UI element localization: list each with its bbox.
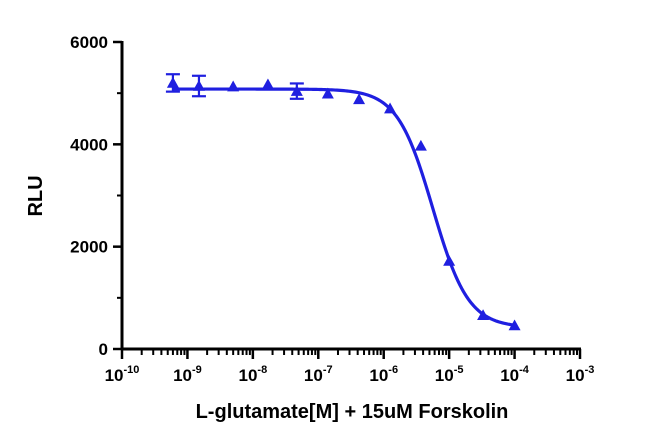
data-point	[290, 85, 303, 96]
x-tick-label: 10-10	[105, 364, 140, 385]
x-axis-label: L-glutamate[M] + 15uM Forskolin	[196, 401, 509, 423]
data-point	[353, 93, 366, 105]
data-point	[227, 80, 240, 92]
data-points-layer	[165, 73, 521, 331]
data-point	[261, 78, 274, 90]
x-tick-label: 10-7	[304, 364, 333, 385]
y-tick-label: 2000	[70, 238, 108, 257]
y-tick-label: 6000	[70, 33, 108, 52]
y-axis-label: RLU	[25, 175, 47, 216]
x-tick-label: 10-4	[500, 364, 530, 385]
y-tick-label: 4000	[70, 135, 108, 154]
x-tick-label: 10-6	[369, 364, 398, 385]
data-point	[192, 80, 205, 91]
fit-curve	[172, 87, 515, 327]
data-point	[414, 139, 427, 151]
data-point	[384, 102, 397, 114]
x-tick-label: 10-8	[239, 364, 268, 385]
data-point	[321, 87, 334, 99]
data-point	[477, 309, 490, 321]
y-tick-label: 0	[99, 340, 108, 359]
data-point	[443, 254, 456, 266]
fit-curve-layer	[172, 87, 515, 327]
x-tick-label: 10-9	[173, 364, 202, 385]
x-tick-label: 10-5	[435, 364, 464, 385]
data-point	[508, 319, 521, 331]
x-tick-label: 10-3	[566, 364, 595, 385]
axes: 0 2000 4000 6000 10-10 10-9 10-8 10-7 10-6 10-5 10…	[70, 33, 594, 385]
data-point	[166, 76, 179, 88]
